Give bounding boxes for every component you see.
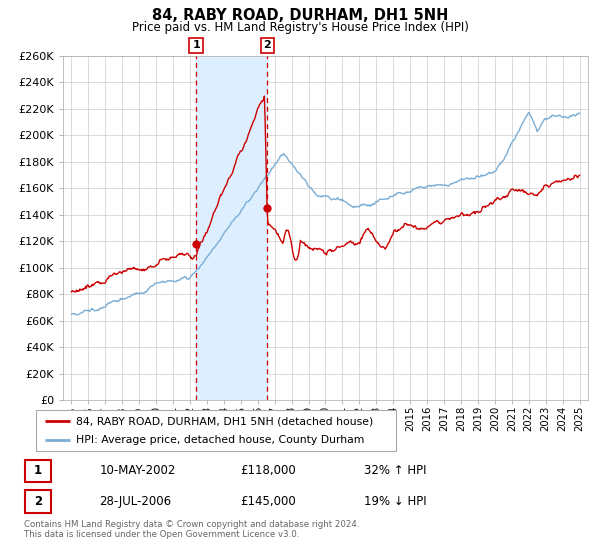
Bar	[25, 491, 51, 513]
Text: 32% ↑ HPI: 32% ↑ HPI	[364, 464, 427, 478]
Text: 84, RABY ROAD, DURHAM, DH1 5NH (detached house): 84, RABY ROAD, DURHAM, DH1 5NH (detached…	[76, 417, 373, 426]
Text: 1: 1	[192, 40, 200, 50]
Text: 2: 2	[263, 40, 271, 50]
Text: HPI: Average price, detached house, County Durham: HPI: Average price, detached house, Coun…	[76, 435, 364, 445]
Text: Price paid vs. HM Land Registry's House Price Index (HPI): Price paid vs. HM Land Registry's House …	[131, 21, 469, 34]
Text: 84, RABY ROAD, DURHAM, DH1 5NH: 84, RABY ROAD, DURHAM, DH1 5NH	[152, 8, 448, 24]
Text: 1: 1	[34, 464, 42, 478]
Text: Contains HM Land Registry data © Crown copyright and database right 2024.
This d: Contains HM Land Registry data © Crown c…	[24, 520, 359, 539]
Text: 10-MAY-2002: 10-MAY-2002	[100, 464, 176, 478]
Text: 28-JUL-2006: 28-JUL-2006	[100, 495, 172, 508]
Bar	[25, 460, 51, 482]
Text: 2: 2	[34, 495, 42, 508]
Text: £118,000: £118,000	[240, 464, 296, 478]
Text: £145,000: £145,000	[240, 495, 296, 508]
Text: 19% ↓ HPI: 19% ↓ HPI	[364, 495, 427, 508]
Bar	[196, 56, 268, 400]
